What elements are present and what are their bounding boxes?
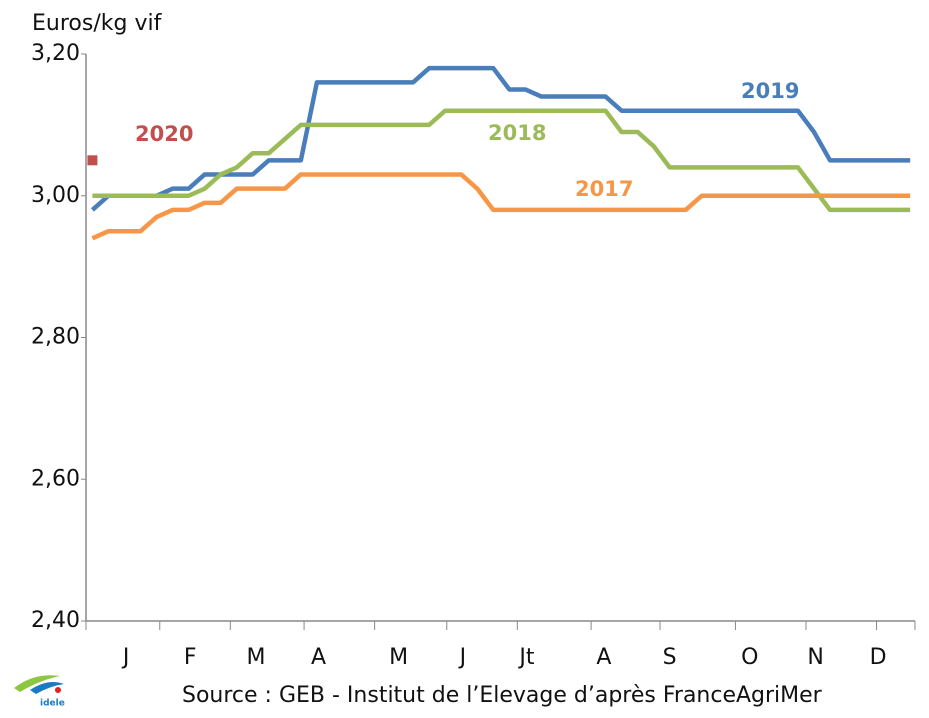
y-tick-label: 2,80 <box>31 325 80 350</box>
logo-text: idele <box>40 699 65 709</box>
y-tick-label: 3,20 <box>31 41 80 66</box>
line <box>91 172 911 241</box>
y-tick-label: 2,40 <box>31 608 80 633</box>
logo-dot <box>55 687 61 693</box>
line <box>92 108 911 213</box>
x-tick-label: A <box>311 645 326 670</box>
logo: idele <box>14 675 65 709</box>
y-tick-label: 2,60 <box>31 466 80 491</box>
x-tick-label: J <box>121 645 130 670</box>
x-tick-label: M <box>246 645 265 670</box>
point <box>87 155 98 166</box>
x-tick-label: F <box>184 645 197 670</box>
line <box>90 65 911 212</box>
x-tick-label: J <box>458 645 467 670</box>
x-tick-label: O <box>741 645 758 670</box>
source: Source : GEB - Institut de l’Elevage d’a… <box>182 683 823 708</box>
y-axis-label: Euros/kg vif <box>32 11 163 36</box>
x-tick-label: N <box>807 645 823 670</box>
series-label: 2020 <box>135 122 193 146</box>
x-tick-label: D <box>870 645 887 670</box>
series-label: 2018 <box>488 121 546 145</box>
x-tick-label: S <box>663 645 677 670</box>
series-label: 2017 <box>575 177 633 201</box>
x-tick-label: Jt <box>517 645 534 670</box>
x-tick-label: M <box>389 645 408 670</box>
x-tick-label: A <box>596 645 611 670</box>
series-label: 2019 <box>741 79 799 103</box>
logo-swoosh <box>14 675 60 692</box>
logo-swoosh <box>30 682 64 694</box>
y-tick-label: 3,00 <box>31 183 80 208</box>
